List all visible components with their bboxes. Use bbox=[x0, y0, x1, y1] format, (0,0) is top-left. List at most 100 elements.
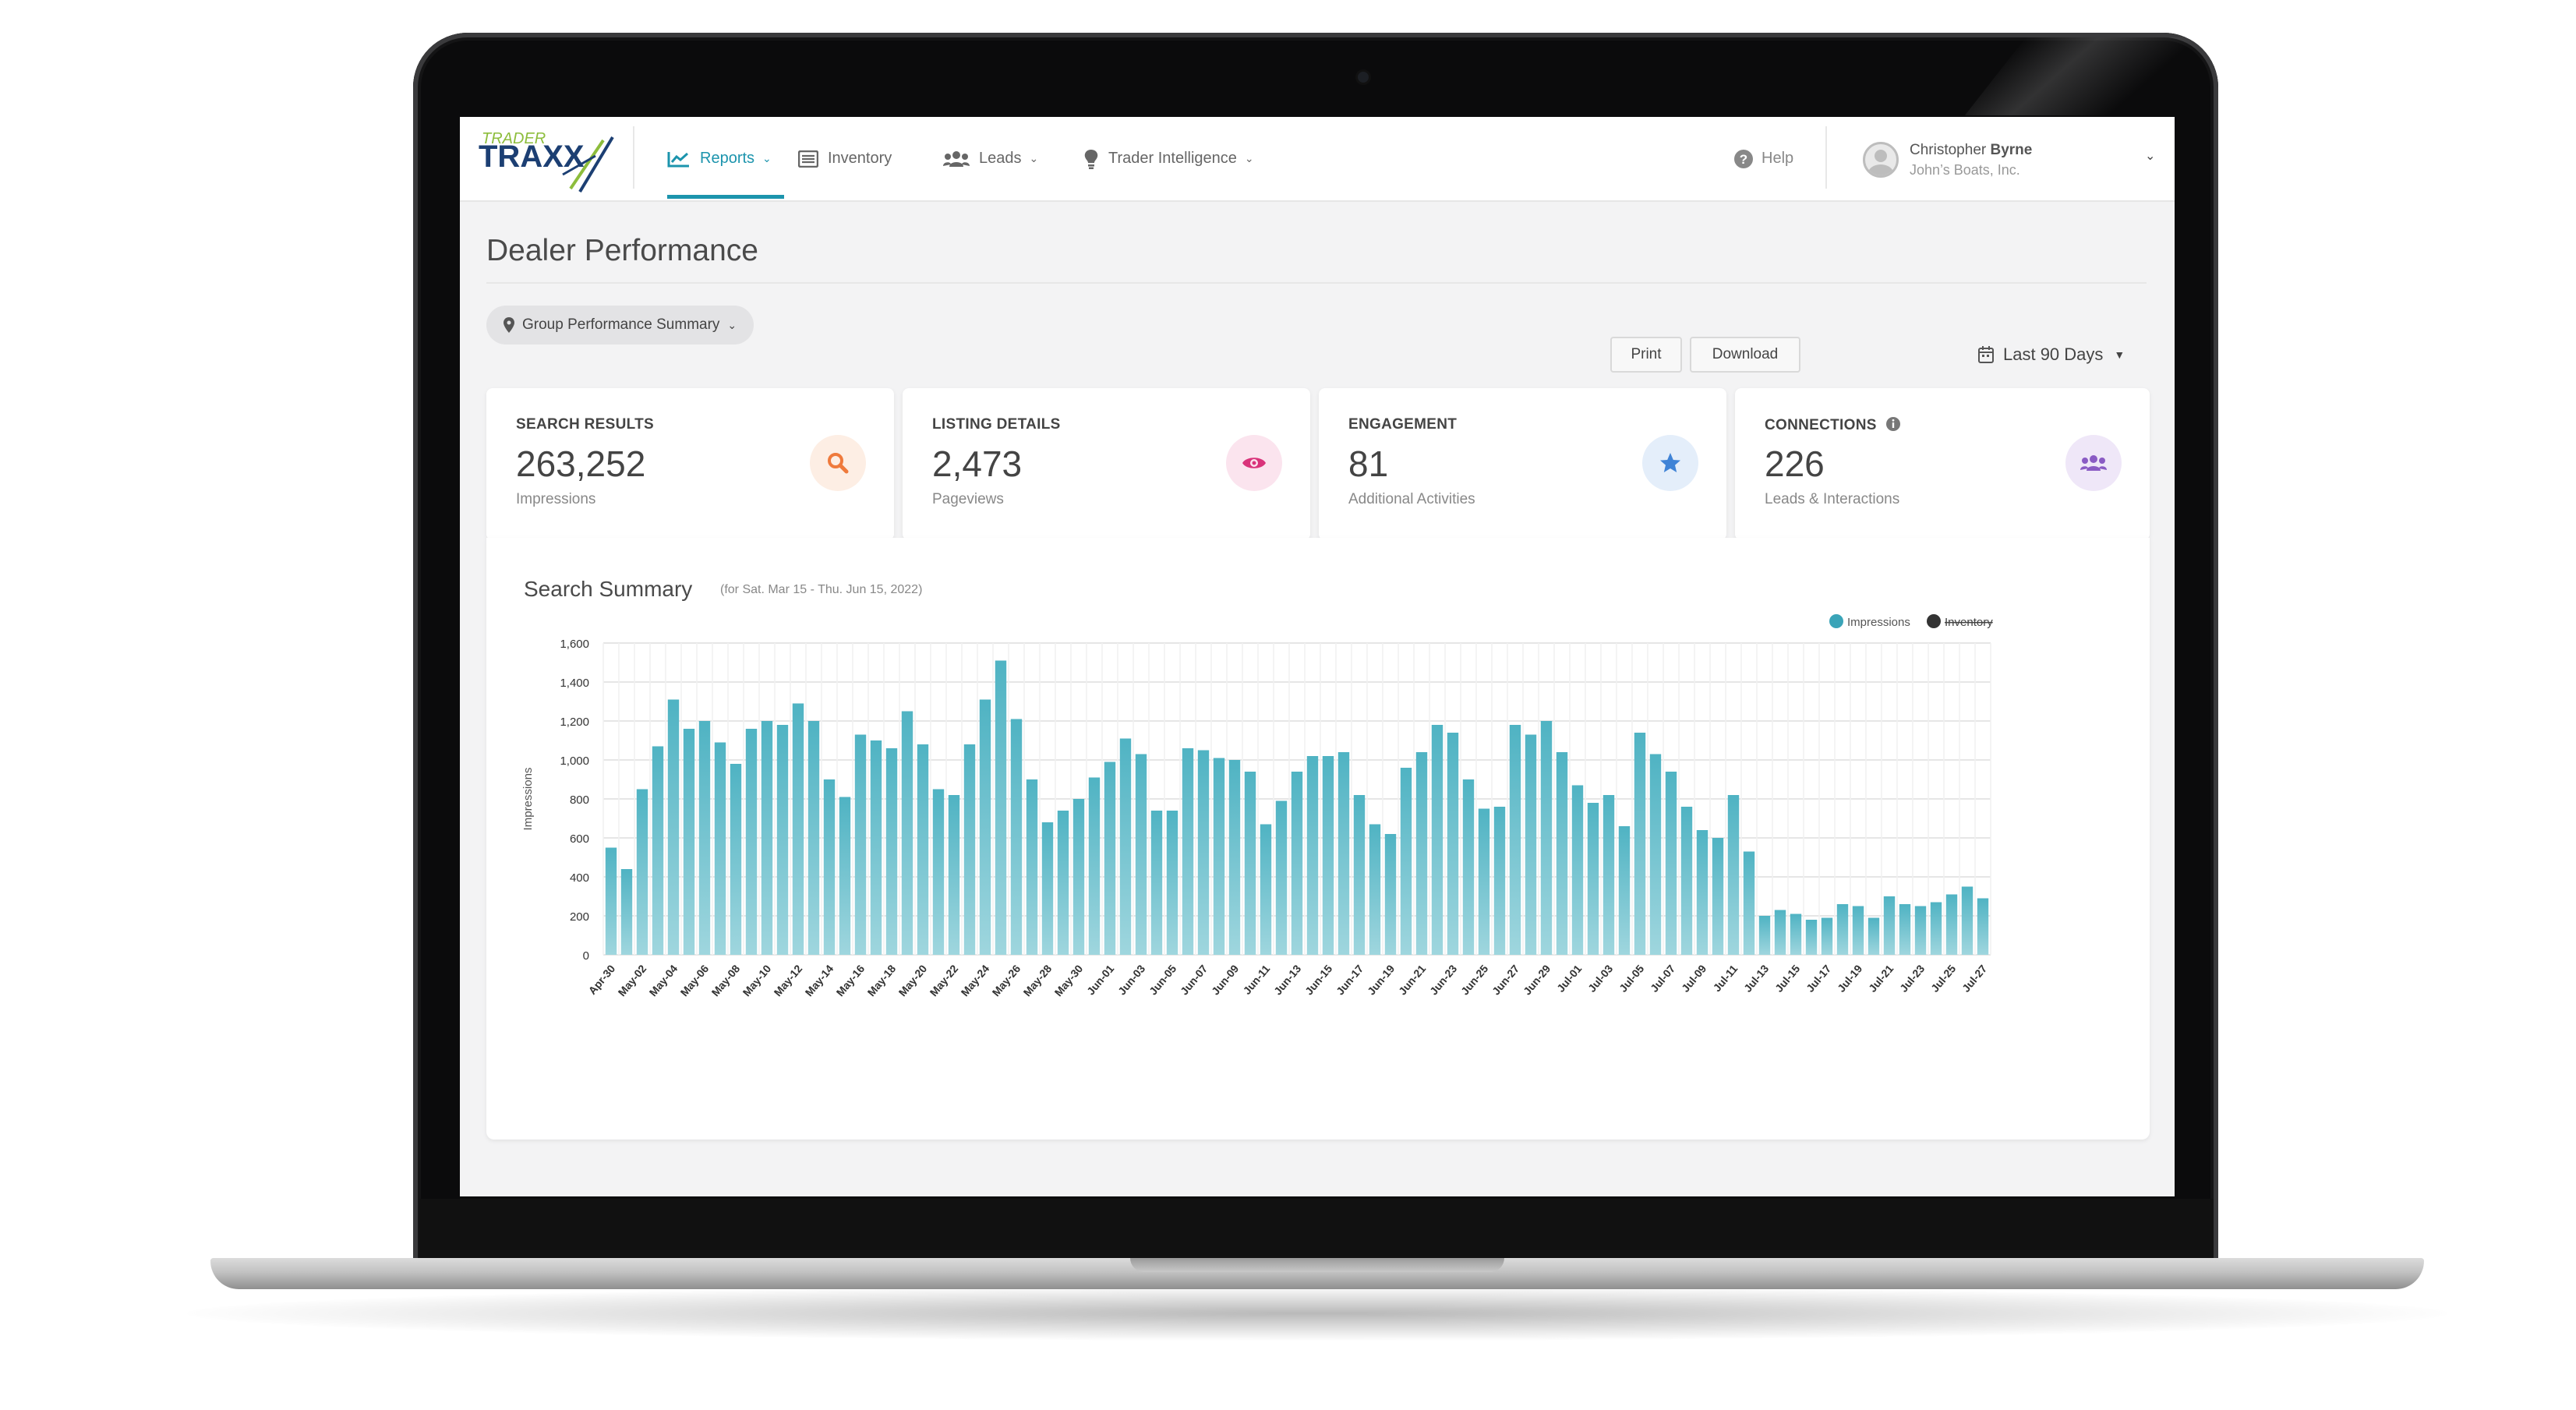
chart-bar[interactable] bbox=[745, 729, 758, 955]
chart-bar[interactable] bbox=[839, 797, 851, 956]
chart-bar[interactable] bbox=[1961, 886, 1974, 956]
chart-bar[interactable] bbox=[1571, 785, 1584, 956]
chart-bar[interactable] bbox=[948, 795, 960, 955]
chart-bar[interactable] bbox=[636, 789, 648, 956]
group-select[interactable]: Group Performance Summary ⌄ bbox=[486, 306, 754, 345]
kpi-card-engagement[interactable]: ENGAGEMENT 81 Additional Activities bbox=[1319, 388, 1726, 540]
chart-bar[interactable] bbox=[1509, 725, 1521, 955]
chart-bar[interactable] bbox=[1712, 838, 1724, 955]
chart-bar[interactable] bbox=[1228, 760, 1241, 955]
chart-bar[interactable] bbox=[1977, 898, 1989, 956]
chart-bar[interactable] bbox=[807, 721, 820, 955]
legend-item[interactable]: Inventory bbox=[1945, 616, 1993, 629]
chart-bar[interactable] bbox=[1945, 894, 1958, 956]
chevron-down-icon[interactable]: ⌄ bbox=[2145, 150, 2156, 163]
chart-bar[interactable] bbox=[1057, 811, 1069, 955]
chart-bar[interactable] bbox=[1634, 733, 1646, 955]
chart-bar[interactable] bbox=[1104, 762, 1116, 956]
kpi-card-listing-details[interactable]: LISTING DETAILS 2,473 Pageviews bbox=[903, 388, 1310, 540]
chart-bar[interactable] bbox=[1197, 750, 1210, 956]
chart-bar[interactable] bbox=[1868, 917, 1880, 956]
chart-bar[interactable] bbox=[1618, 826, 1631, 955]
nav-leads[interactable]: Leads ⌄ bbox=[943, 117, 1038, 200]
chart-bar[interactable] bbox=[1805, 920, 1818, 955]
legend-marker[interactable] bbox=[1927, 614, 1941, 628]
chart-bar[interactable] bbox=[1369, 824, 1381, 956]
user-menu[interactable]: Christopher Byrne John’s Boats, Inc. bbox=[1863, 133, 2032, 187]
kpi-card-search-results[interactable]: SEARCH RESULTS 263,252 Impressions bbox=[486, 388, 894, 540]
chart-bar[interactable] bbox=[885, 748, 898, 955]
chart-bar[interactable] bbox=[1883, 896, 1896, 955]
chart-bar[interactable] bbox=[730, 764, 742, 955]
chart-bar[interactable] bbox=[1088, 777, 1101, 956]
chart-bar[interactable] bbox=[776, 725, 789, 955]
info-icon[interactable] bbox=[1885, 416, 1901, 432]
chart-bar[interactable] bbox=[620, 869, 633, 955]
chart-bar[interactable] bbox=[698, 721, 711, 955]
chart-bar[interactable] bbox=[1727, 795, 1740, 955]
help-link[interactable]: ? Help bbox=[1733, 117, 1793, 200]
chart-bar[interactable] bbox=[1696, 830, 1708, 955]
chart-bar[interactable] bbox=[652, 746, 664, 956]
chart-bar[interactable] bbox=[1743, 851, 1755, 956]
chart-bar[interactable] bbox=[1680, 807, 1693, 955]
tradertraxx-logo[interactable]: TRADER TRAXX bbox=[479, 126, 619, 196]
chart-bar[interactable] bbox=[792, 703, 804, 956]
chart-bar[interactable] bbox=[995, 660, 1007, 956]
chart-bar[interactable] bbox=[1774, 910, 1786, 956]
chart-bar[interactable] bbox=[1649, 754, 1662, 956]
chart-bar[interactable] bbox=[1244, 772, 1256, 955]
chart-bar[interactable] bbox=[1026, 779, 1038, 955]
chart-bar[interactable] bbox=[1291, 772, 1303, 955]
chart-bar[interactable] bbox=[1400, 768, 1412, 955]
chart-bar[interactable] bbox=[1182, 748, 1194, 955]
download-button[interactable]: Download bbox=[1690, 337, 1800, 373]
nav-trader-intelligence[interactable]: Trader Intelligence ⌄ bbox=[1083, 117, 1254, 200]
chart-bar[interactable] bbox=[1540, 721, 1553, 955]
chart-bar[interactable] bbox=[1213, 758, 1225, 956]
date-range-select[interactable]: Last 90 Days ▼ bbox=[1978, 337, 2125, 373]
chart-bar[interactable] bbox=[1790, 913, 1802, 956]
chart-bar[interactable] bbox=[1072, 799, 1085, 955]
legend-marker[interactable] bbox=[1829, 614, 1843, 628]
chart-bar[interactable] bbox=[1852, 906, 1864, 956]
chart-bar[interactable] bbox=[1478, 808, 1490, 956]
chart-bar[interactable] bbox=[1415, 752, 1428, 955]
chart-bar[interactable] bbox=[963, 744, 976, 955]
chart-bar[interactable] bbox=[1556, 752, 1568, 955]
nav-inventory[interactable]: Inventory bbox=[798, 117, 892, 200]
chart-bar[interactable] bbox=[683, 729, 695, 955]
kpi-card-connections[interactable]: CONNECTIONS 226 Leads & Interactions bbox=[1735, 388, 2150, 540]
chart-bar[interactable] bbox=[979, 699, 991, 956]
chart-bar[interactable] bbox=[1493, 807, 1506, 955]
chart-bar[interactable] bbox=[1899, 904, 1911, 955]
chart-bar[interactable] bbox=[1602, 795, 1615, 955]
chart-bar[interactable] bbox=[1010, 719, 1023, 956]
nav-reports[interactable]: Reports ⌄ bbox=[667, 117, 772, 200]
chart-bar[interactable] bbox=[667, 699, 680, 956]
chart-bar[interactable] bbox=[605, 847, 617, 956]
print-button[interactable]: Print bbox=[1610, 337, 1682, 373]
chart-bar[interactable] bbox=[1041, 822, 1054, 955]
chart-bar[interactable] bbox=[1150, 811, 1163, 955]
chart-bar[interactable] bbox=[1384, 834, 1397, 955]
chart-bar[interactable] bbox=[1119, 738, 1132, 956]
chart-bar[interactable] bbox=[901, 711, 913, 956]
legend-item[interactable]: Impressions bbox=[1847, 616, 1910, 629]
chart-bar[interactable] bbox=[1322, 756, 1334, 955]
chart-bar[interactable] bbox=[1337, 752, 1350, 955]
chart-bar[interactable] bbox=[1275, 800, 1288, 956]
chart-bar[interactable] bbox=[761, 721, 773, 955]
chart-bar[interactable] bbox=[1525, 734, 1537, 956]
chart-bar[interactable] bbox=[1462, 779, 1475, 955]
chart-bar[interactable] bbox=[1758, 916, 1771, 955]
chart-bar[interactable] bbox=[1587, 803, 1599, 955]
chart-bar[interactable] bbox=[870, 740, 882, 955]
chart-bar[interactable] bbox=[823, 779, 836, 955]
chart-bar[interactable] bbox=[854, 734, 867, 956]
chart-bar[interactable] bbox=[1353, 795, 1366, 955]
chart-bar[interactable] bbox=[1135, 754, 1147, 956]
chart-bar[interactable] bbox=[1930, 902, 1942, 956]
chart-bar[interactable] bbox=[1447, 733, 1459, 955]
chart-bar[interactable] bbox=[1260, 824, 1272, 956]
